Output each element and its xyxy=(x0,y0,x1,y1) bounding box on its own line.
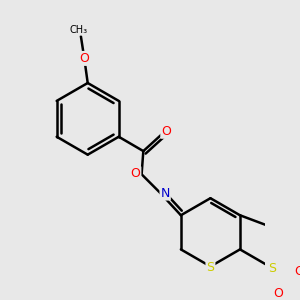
Text: N: N xyxy=(160,187,170,200)
Text: O: O xyxy=(161,125,171,138)
Text: O: O xyxy=(130,167,140,180)
Text: CH₃: CH₃ xyxy=(69,25,87,35)
Text: O: O xyxy=(294,265,300,278)
Text: S: S xyxy=(268,262,276,275)
Text: S: S xyxy=(206,261,214,274)
Text: O: O xyxy=(273,287,283,300)
Text: O: O xyxy=(80,52,89,65)
